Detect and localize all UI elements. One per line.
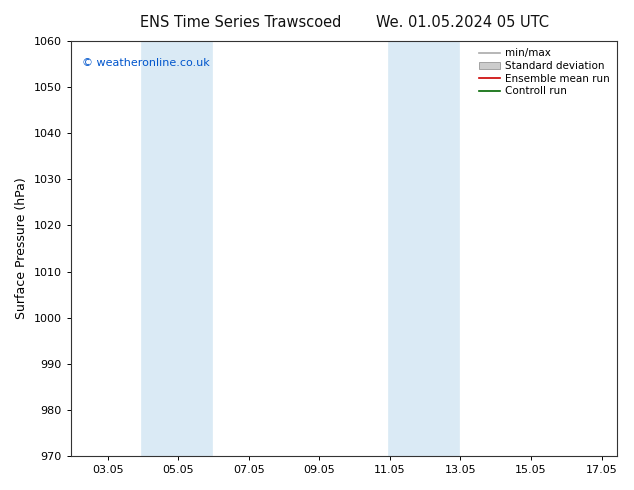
Bar — [424, 41, 458, 456]
Legend: min/max, Standard deviation, Ensemble mean run, Controll run: min/max, Standard deviation, Ensemble me… — [475, 44, 614, 100]
Text: ENS Time Series Trawscoed: ENS Time Series Trawscoed — [140, 15, 342, 30]
Text: © weatheronline.co.uk: © weatheronline.co.uk — [82, 58, 209, 68]
Bar — [176, 41, 212, 456]
Bar — [388, 41, 424, 456]
Bar — [141, 41, 176, 456]
Y-axis label: Surface Pressure (hPa): Surface Pressure (hPa) — [15, 178, 28, 319]
Text: We. 01.05.2024 05 UTC: We. 01.05.2024 05 UTC — [377, 15, 549, 30]
